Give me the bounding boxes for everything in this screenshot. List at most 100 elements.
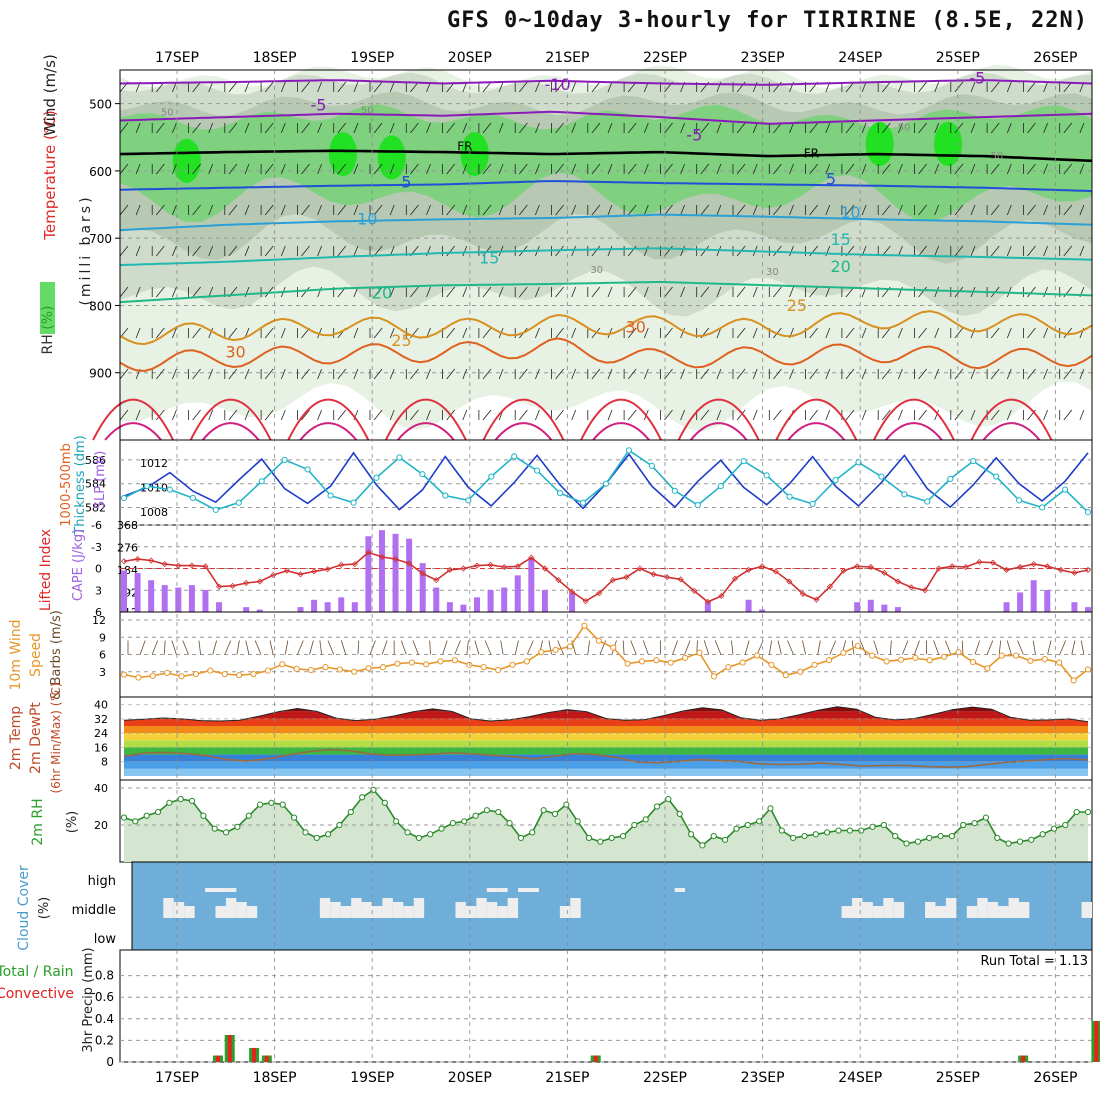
temp-color-band <box>120 747 1092 754</box>
wind-speed-line-point <box>798 669 803 674</box>
cloud-mid <box>1019 902 1029 918</box>
y-tick-label: 6 <box>99 649 106 662</box>
rh-contour-label: 30 <box>590 265 603 276</box>
cloud-mid <box>163 898 173 918</box>
rh-2m-line-point <box>711 834 716 839</box>
rh-2m-line-point <box>371 787 376 792</box>
cloud-mid <box>873 906 883 918</box>
rh-2m-line-point <box>768 806 773 811</box>
wind-speed-line-point <box>855 643 860 648</box>
cape-bar <box>175 588 181 612</box>
label-slp: SLP (mb) <box>93 451 108 510</box>
rh-high-area <box>866 122 894 166</box>
isotherm-label: FR <box>804 146 819 160</box>
isotherm-label: -5 <box>686 126 702 145</box>
isotherm-label: -5 <box>969 68 985 87</box>
date-label-top: 23SEP <box>741 50 785 66</box>
cape-bar <box>162 585 168 612</box>
rh-2m-line-point <box>734 826 739 831</box>
precip-convective-bar <box>265 1056 269 1062</box>
rh-2m-line-point <box>666 797 671 802</box>
wind-speed-line-point <box>870 653 875 658</box>
panel-frame <box>120 950 1092 1062</box>
thickness-line-point <box>626 448 631 453</box>
thickness-line-point <box>948 476 953 481</box>
cape-bar <box>868 600 874 612</box>
rh-2m-line-point <box>825 830 830 835</box>
thickness-line-point <box>557 491 562 496</box>
y-tick-label: 368 <box>117 519 138 532</box>
date-label-bottom: 24SEP <box>838 1070 882 1086</box>
rh-2m-line-point <box>462 819 467 824</box>
cape-bar <box>746 600 752 612</box>
cloud-high <box>675 888 685 892</box>
thickness-line-point <box>397 455 402 460</box>
cape-bar <box>189 585 195 612</box>
cloud-mid <box>935 906 945 918</box>
wind-speed-line-point <box>841 650 846 655</box>
y-tick-label: 0 <box>95 563 102 576</box>
temp-color-band <box>120 719 1092 726</box>
y-tick-label: 24 <box>94 727 108 740</box>
wind-speed-line-point <box>323 665 328 670</box>
cloud-high <box>487 888 497 892</box>
label-wind: Wind (m/s) <box>41 54 59 136</box>
y-tick-label: 3 <box>99 666 106 679</box>
wind-speed-line-point <box>1071 678 1076 683</box>
thickness-line-point <box>351 500 356 505</box>
date-label-bottom: 21SEP <box>545 1070 589 1086</box>
rh-2m-line-point <box>326 832 331 837</box>
rh-2m-line-point <box>1063 822 1068 827</box>
date-label-top: 18SEP <box>253 50 297 66</box>
cloud-mid <box>362 902 372 918</box>
wind-speed-line-point <box>826 658 831 663</box>
isotherm-label: 10 <box>357 210 377 229</box>
label-cloud-cover: Cloud Cover <box>16 865 32 951</box>
rh-high-area <box>329 132 357 176</box>
wind-speed-line-point <box>898 657 903 662</box>
label-thickness-2: Thickness (dm) <box>73 435 88 535</box>
rh-2m-line-point <box>757 819 762 824</box>
wind-speed-line-point <box>754 653 759 658</box>
date-label-bottom: 19SEP <box>350 1070 394 1086</box>
y-tick-label: 40 <box>94 782 108 795</box>
temp-color-band <box>120 740 1092 747</box>
label-lifted-index: Lifted Index <box>38 529 54 611</box>
rh-2m-line-point <box>518 835 523 840</box>
date-label-top: 22SEP <box>643 50 687 66</box>
y-tick-label: -6 <box>91 519 102 532</box>
wind-speed-line-point <box>208 668 213 673</box>
rh-2m-line-point <box>700 843 705 848</box>
cape-bar <box>542 590 548 612</box>
rh-2m-line-point <box>620 834 625 839</box>
cloud-level-label: high <box>88 874 116 889</box>
wind-speed-line-point <box>337 667 342 672</box>
rh-2m-line-point <box>223 830 228 835</box>
cloud-mid <box>977 898 987 918</box>
cape-bar <box>854 602 860 612</box>
cloud-mid <box>894 902 904 918</box>
rh-2m-line-point <box>292 815 297 820</box>
cape-bar <box>379 530 385 612</box>
thickness-line-point <box>374 475 379 480</box>
y-tick-label: 0.4 <box>95 1012 114 1026</box>
cloud-mid <box>862 902 872 918</box>
cape-bar <box>325 602 331 612</box>
date-label-top: 17SEP <box>155 50 199 66</box>
rh-2m-line-point <box>450 821 455 826</box>
wind-speed-line-point <box>510 662 515 667</box>
cloud-mid <box>508 898 518 918</box>
cloud-mid <box>184 906 194 918</box>
cape-bar <box>420 563 426 612</box>
rh-2m-line-point <box>360 795 365 800</box>
precip-convective-bar <box>228 1035 232 1062</box>
thickness-line-point <box>512 454 517 459</box>
cape-bar <box>488 590 494 612</box>
rh-2m-line-point <box>1017 839 1022 844</box>
cloud-mid <box>236 902 246 918</box>
rh-2m-line-point <box>654 804 659 809</box>
cloud-level-label: middle <box>72 903 116 918</box>
wind-speed-line-point <box>1085 667 1090 672</box>
isotherm-label: 15 <box>831 230 851 249</box>
cloud-mid <box>341 906 351 918</box>
